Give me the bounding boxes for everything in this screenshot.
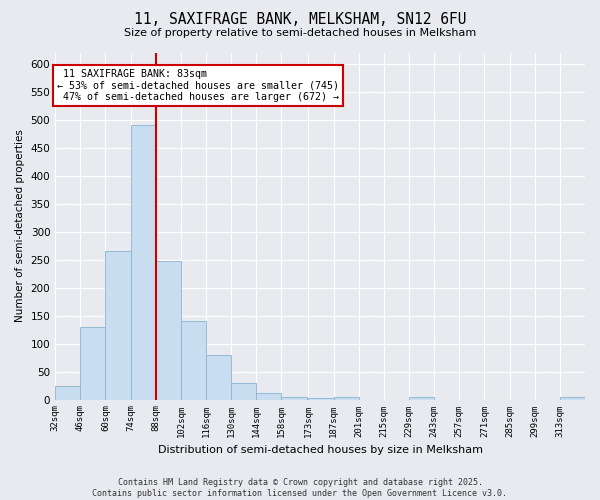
Bar [181, 321, 206, 400]
Y-axis label: Number of semi-detached properties: Number of semi-detached properties [15, 130, 25, 322]
Bar [256, 393, 281, 400]
X-axis label: Distribution of semi-detached houses by size in Melksham: Distribution of semi-detached houses by … [158, 445, 482, 455]
Bar [231, 383, 256, 400]
Text: Size of property relative to semi-detached houses in Melksham: Size of property relative to semi-detach… [124, 28, 476, 38]
Bar [281, 397, 307, 400]
Bar [334, 397, 359, 400]
Bar [308, 398, 334, 400]
Bar [80, 327, 106, 400]
Bar [206, 355, 231, 400]
Bar [560, 397, 585, 400]
Text: 11, SAXIFRAGE BANK, MELKSHAM, SN12 6FU: 11, SAXIFRAGE BANK, MELKSHAM, SN12 6FU [134, 12, 466, 28]
Bar [55, 386, 80, 400]
Text: Contains HM Land Registry data © Crown copyright and database right 2025.
Contai: Contains HM Land Registry data © Crown c… [92, 478, 508, 498]
Bar [409, 397, 434, 400]
Bar [131, 126, 156, 400]
Bar [106, 251, 131, 400]
Bar [156, 260, 181, 400]
Text: 11 SAXIFRAGE BANK: 83sqm
← 53% of semi-detached houses are smaller (745)
 47% of: 11 SAXIFRAGE BANK: 83sqm ← 53% of semi-d… [57, 70, 339, 102]
